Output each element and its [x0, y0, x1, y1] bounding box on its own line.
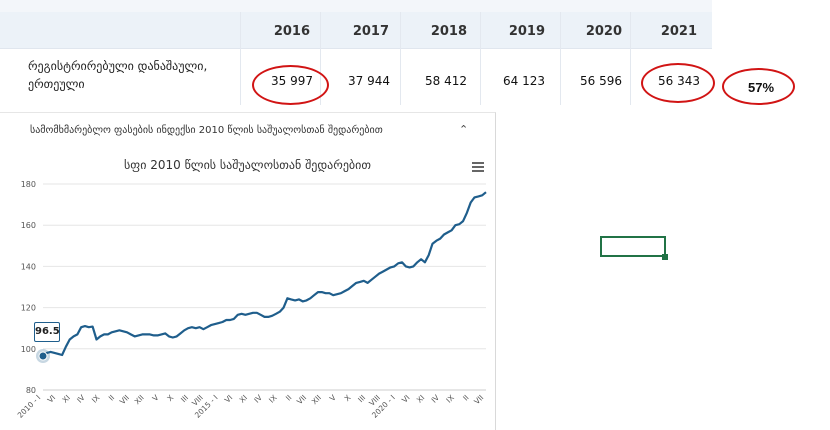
- hamburger-menu-icon[interactable]: [472, 162, 484, 172]
- x-tick-label: III: [356, 393, 367, 404]
- percent-change: 57%: [748, 80, 775, 95]
- chart-title: სფი 2010 წლის საშუალოსთან შედარებით: [124, 158, 371, 172]
- data-point-tooltip: 96.5: [34, 322, 60, 342]
- x-tick-label: IV: [75, 392, 87, 404]
- chart-panel: სამომხმარებლო ფასების ინდექსი 2010 წლის …: [0, 112, 496, 430]
- column-divider: [630, 12, 631, 105]
- column-divider: [320, 12, 321, 105]
- x-tick-label: IV: [430, 392, 442, 404]
- year-header-2021: 2021: [660, 24, 697, 39]
- y-tick-label: 140: [21, 262, 36, 271]
- y-tick-label: 80: [26, 386, 36, 395]
- column-divider: [400, 12, 401, 105]
- x-tick-label: XII: [310, 393, 323, 406]
- selected-spreadsheet-cell[interactable]: [600, 236, 666, 257]
- x-tick-label: II: [461, 393, 471, 403]
- year-header-2016: 2016: [273, 24, 310, 39]
- table-header-row: [0, 12, 712, 48]
- table-row: [0, 48, 712, 106]
- x-tick-label: III: [179, 393, 190, 404]
- x-tick-label: XII: [133, 393, 146, 406]
- year-header-2018: 2018: [430, 24, 467, 39]
- x-tick-label: VII: [118, 393, 131, 406]
- column-divider: [240, 12, 241, 105]
- x-tick-label: IX: [444, 393, 456, 405]
- x-tick-label: VII: [295, 393, 308, 406]
- x-tick-label: VI: [400, 393, 412, 405]
- year-header-2019: 2019: [508, 24, 545, 39]
- x-tick-label: 2010 - I: [16, 393, 43, 420]
- column-divider: [560, 12, 561, 105]
- x-tick-label: IX: [90, 393, 102, 405]
- year-header-2020: 2020: [585, 24, 622, 39]
- data-point: [38, 351, 48, 361]
- y-tick-label: 120: [21, 304, 36, 313]
- x-tick-label: XI: [415, 393, 427, 405]
- y-tick-label: 180: [21, 180, 36, 189]
- x-tick-label: IV: [252, 392, 264, 404]
- x-tick-label: IX: [267, 393, 279, 405]
- x-tick-label: X: [343, 393, 353, 403]
- year-header-2017: 2017: [352, 24, 389, 39]
- highlight-circle-2021: [641, 63, 715, 103]
- y-tick-label: 100: [21, 345, 36, 354]
- y-tick-label: 160: [21, 221, 36, 230]
- x-tick-label: V: [151, 392, 162, 403]
- value-2019: 64 123: [503, 74, 545, 88]
- x-tick-label: VI: [46, 393, 58, 405]
- highlight-circle-2016: [252, 65, 329, 105]
- x-tick-label: XI: [60, 393, 72, 405]
- x-tick-label: V: [328, 392, 339, 403]
- panel-title: სამომხმარებლო ფასების ინდექსი 2010 წლის …: [30, 125, 383, 136]
- stats-table: [0, 0, 712, 106]
- value-2017: 37 944: [348, 74, 390, 88]
- x-tick-label: X: [165, 393, 175, 403]
- chevron-up-icon[interactable]: ⌃: [459, 123, 469, 136]
- row-label-line: ერთეული: [28, 77, 85, 91]
- x-tick-label: II: [107, 393, 117, 403]
- x-tick-label: VI: [223, 393, 235, 405]
- row-label-line: რეგისტრირებული დანაშაული,: [28, 59, 208, 73]
- x-tick-label: II: [284, 393, 294, 403]
- column-divider: [480, 12, 481, 105]
- x-tick-label: XI: [238, 393, 250, 405]
- highlight-circle-percent: [722, 68, 795, 105]
- fill-handle[interactable]: [662, 254, 668, 260]
- x-tick-label: VII: [472, 393, 485, 406]
- value-2018: 58 412: [425, 74, 467, 88]
- series-line: [42, 191, 487, 357]
- row-label: რეგისტრირებული დანაშაული, ერთეული: [28, 57, 228, 93]
- value-2020: 56 596: [580, 74, 622, 88]
